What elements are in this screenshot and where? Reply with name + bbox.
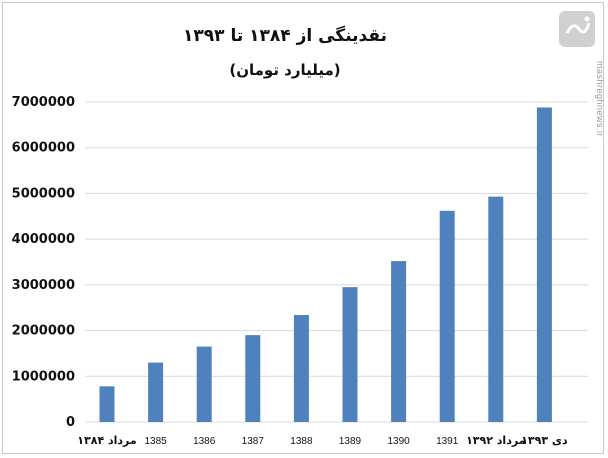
x-tick-label: دی ۱۳۹۳ <box>521 434 568 447</box>
y-tick-label: 0 <box>66 415 75 430</box>
chart-title: نقدینگی از ۱۳۸۴ تا ۱۳۹۳ <box>183 25 387 46</box>
x-axis-ticks: مرداد ۱۳۸۴ 1385 1386 1387 1388 1389 1390 1391 مر… <box>77 434 568 447</box>
y-tick-label: 5000000 <box>12 186 75 201</box>
chart-subtitle: (میلیارد تومان) <box>229 61 340 79</box>
bar-chart: نقدینگی از ۱۳۸۴ تا ۱۳۹۳ (میلیارد تومان) … <box>12 25 588 447</box>
bar <box>439 210 455 422</box>
y-tick-label: 7000000 <box>12 95 75 110</box>
x-tick-label: 1385 <box>144 436 167 447</box>
y-axis-ticks: 0 1000000 2000000 3000000 4000000 5000000 6000… <box>12 95 75 430</box>
y-tick-label: 2000000 <box>12 324 75 339</box>
bar <box>99 386 115 422</box>
x-tick-label: 1387 <box>242 436 265 447</box>
y-tick-label: 1000000 <box>12 369 75 384</box>
bar <box>391 261 407 422</box>
x-tick-label: 1389 <box>339 436 362 447</box>
news-logo-icon <box>559 11 595 47</box>
chart-frame: نقدینگی از ۱۳۸۴ تا ۱۳۹۳ (میلیارد تومان) … <box>2 2 605 454</box>
y-tick-label: 3000000 <box>12 278 75 293</box>
bar <box>342 287 358 422</box>
y-tick-label: 6000000 <box>12 141 75 156</box>
x-tick-label: 1388 <box>290 436 313 447</box>
x-tick-label: 1386 <box>193 436 216 447</box>
y-tick-label: 4000000 <box>12 232 75 247</box>
bar <box>488 196 504 422</box>
bar <box>196 346 212 422</box>
x-tick-label: مرداد ۱۳۹۲ <box>466 434 525 447</box>
x-tick-label: مرداد ۱۳۸۴ <box>77 434 136 447</box>
gridlines <box>85 101 588 423</box>
bar <box>536 107 552 422</box>
bar <box>148 362 164 422</box>
bar <box>293 315 309 422</box>
bar <box>245 335 261 422</box>
source-url: mashreghnews.ir <box>595 61 605 138</box>
bars <box>99 107 552 422</box>
x-tick-label: 1391 <box>436 436 459 447</box>
x-tick-label: 1390 <box>387 436 410 447</box>
